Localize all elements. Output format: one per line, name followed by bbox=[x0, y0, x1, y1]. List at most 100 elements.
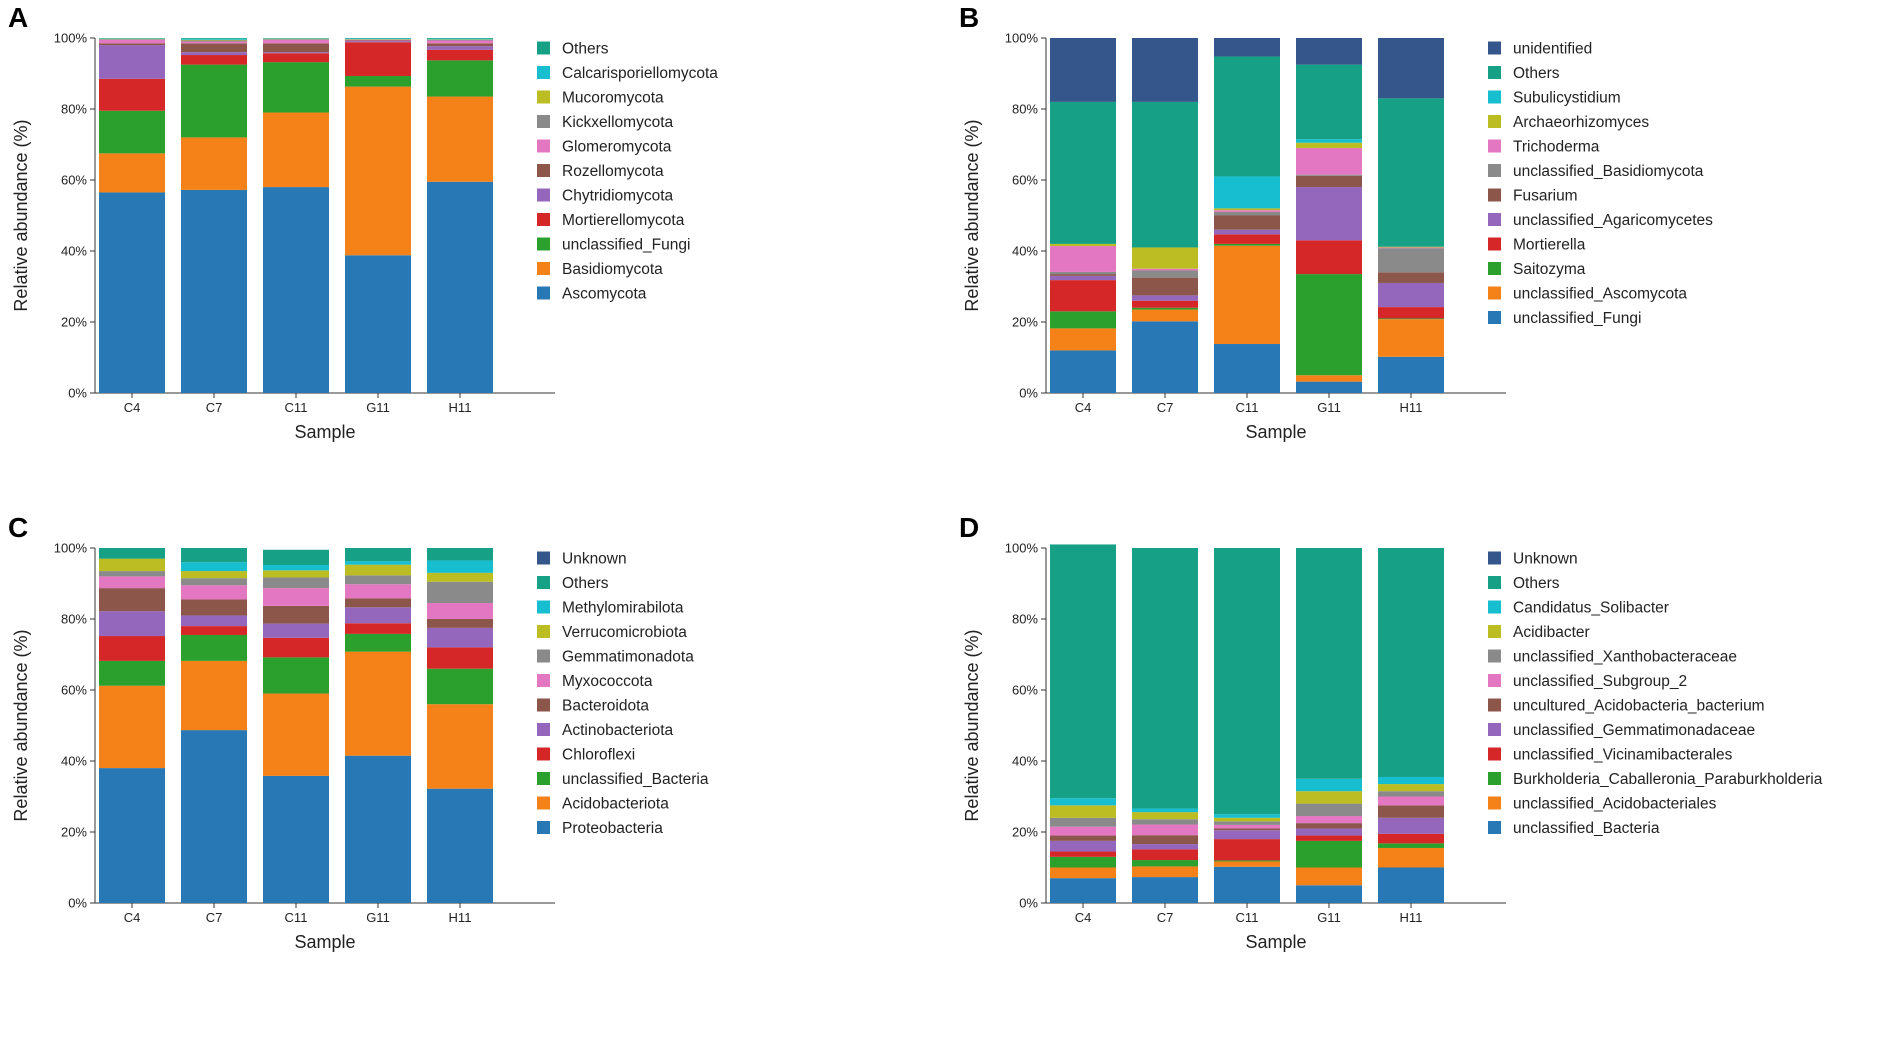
bar-segment-c11-mortierella bbox=[1214, 234, 1280, 244]
bar-segment-c4-unclassified-xanthobacteraceae bbox=[1050, 817, 1116, 827]
bar-segment-c11-others bbox=[1214, 56, 1280, 177]
bar-segment-c4-uncultured-acidobacteria-bacterium bbox=[1050, 835, 1116, 841]
bar-segment-c11-archaeorhizomyces bbox=[1214, 208, 1280, 211]
y-tick-label: 0% bbox=[1019, 896, 1038, 911]
bar-segment-c7-candidatus-solibacter bbox=[1132, 808, 1198, 813]
bar-segment-c11-unclassified-fungi bbox=[1214, 344, 1280, 393]
bar-segment-c4-gemmatimonadota bbox=[99, 571, 165, 577]
legend-item-myxococcota: Myxococcota bbox=[537, 673, 653, 690]
legend-label: Fusarium bbox=[1513, 188, 1578, 205]
legend-swatch bbox=[537, 237, 550, 251]
legend-swatch bbox=[537, 674, 550, 687]
legend-swatch bbox=[1488, 576, 1501, 589]
legend-label: unclassified_Agaricomycetes bbox=[1513, 212, 1713, 229]
bar-segment-h11-unclassified-gemmatimonadaceae bbox=[1378, 817, 1444, 834]
bar-segment-c11-burkholderia-caballeronia-paraburkholderia bbox=[1214, 860, 1280, 862]
legend-item-unclassified-fungi: unclassified_Fungi bbox=[1488, 310, 1641, 327]
legend-label: Mortierella bbox=[1513, 237, 1586, 254]
legend-label: unclassified_Subgroup_2 bbox=[1513, 673, 1687, 690]
legend-item-basidiomycota: Basidiomycota bbox=[537, 261, 663, 278]
bar-segment-c4-chloroflexi bbox=[99, 636, 165, 661]
bar-segment-c7-myxococcota bbox=[181, 585, 247, 600]
bar-segment-c4-mortierellomycota bbox=[99, 78, 165, 111]
y-tick-label: 80% bbox=[61, 102, 87, 117]
legend-swatch bbox=[537, 625, 550, 638]
bar-segment-c7-chytridiomycota bbox=[181, 52, 247, 56]
bar-segment-c11-bacteroidota bbox=[263, 605, 329, 624]
y-axis-title: Relative abundance (%) bbox=[962, 629, 982, 821]
legend-item-unclassified-bacteria: unclassified_Bacteria bbox=[537, 771, 709, 788]
legend-label: Trichoderma bbox=[1513, 139, 1600, 156]
legend-item-calcarisporiellomycota: Calcarisporiellomycota bbox=[537, 65, 718, 82]
bar-segment-c7-trichoderma bbox=[1132, 268, 1198, 271]
x-tick-label: G11 bbox=[366, 910, 390, 925]
y-tick-label: 100% bbox=[1005, 541, 1039, 556]
bar-segment-h11-unclassified-agaricomycetes bbox=[1378, 282, 1444, 308]
x-tick-label: H11 bbox=[449, 400, 472, 415]
bar-segment-c7-unclassified-subgroup-2 bbox=[1132, 824, 1198, 836]
bar-segment-c11-ascomycota bbox=[263, 187, 329, 393]
bar-segment-c7-bacteroidota bbox=[181, 599, 247, 616]
bar-segment-c4-candidatus-solibacter bbox=[1050, 798, 1116, 806]
x-tick-label: C4 bbox=[1075, 910, 1092, 925]
bar-segment-h11-acidibacter bbox=[1378, 784, 1444, 792]
bar-segment-g11-verrucomicrobiota bbox=[345, 564, 411, 576]
x-tick-label: H11 bbox=[449, 910, 472, 925]
bar-segment-g11-unclassified-vicinamibacterales bbox=[1296, 835, 1362, 841]
bar-segment-c11-methylomirabilota bbox=[263, 565, 329, 571]
legend-label: Mucoromycota bbox=[562, 90, 664, 107]
bar-segment-c4-others bbox=[99, 548, 165, 559]
y-tick-label: 100% bbox=[54, 541, 88, 556]
bar-segment-c7-others bbox=[1132, 548, 1198, 809]
bar-segment-h11-trichoderma bbox=[1378, 247, 1444, 249]
legend-swatch bbox=[1488, 286, 1501, 300]
bar-segment-g11-unclassified-bacteria bbox=[1296, 885, 1362, 903]
bar-segment-g11-rozellomycota bbox=[345, 40, 411, 42]
bar-segment-c11-unclassified-basidiomycota bbox=[1214, 211, 1280, 216]
bar-segment-g11-uncultured-acidobacteria-bacterium bbox=[1296, 823, 1362, 829]
bar-segment-c11-unclassified-bacteria bbox=[263, 657, 329, 694]
legend-swatch bbox=[537, 796, 550, 810]
bar-segment-c4-actinobacteriota bbox=[99, 611, 165, 637]
bar-segment-c11-glomeromycota bbox=[263, 39, 329, 44]
bar-segment-c7-mucoromycota bbox=[181, 39, 247, 41]
bar-segment-h11-acidobacteriota bbox=[427, 704, 493, 789]
bar-segment-c4-myxococcota bbox=[99, 576, 165, 589]
legend-label: unclassified_Acidobacteriales bbox=[1513, 796, 1717, 813]
legend-swatch bbox=[537, 188, 550, 202]
bar-segment-c7-burkholderia-caballeronia-paraburkholderia bbox=[1132, 860, 1198, 867]
bar-segment-c7-mortierella bbox=[1132, 300, 1198, 308]
bar-segment-c7-mortierellomycota bbox=[181, 55, 247, 65]
bar-segment-h11-verrucomicrobiota bbox=[427, 572, 493, 582]
bar-segment-h11-calcarisporiellomycota bbox=[427, 38, 493, 40]
legend-label: Verrucomicrobiota bbox=[562, 624, 687, 641]
legend-swatch bbox=[537, 772, 550, 785]
bar-segment-c11-others bbox=[263, 549, 329, 566]
legend-item-unclassified-fungi: unclassified_Fungi bbox=[537, 237, 690, 254]
legend-item-unclassified-ascomycota: unclassified_Ascomycota bbox=[1488, 286, 1687, 303]
legend-swatch bbox=[1488, 311, 1501, 324]
legend-swatch bbox=[537, 41, 550, 55]
legend-item-mortierellomycota: Mortierellomycota bbox=[537, 212, 685, 229]
bar-segment-c11-unclassified-subgroup-2 bbox=[1214, 824, 1280, 829]
bar-segment-c4-saitozyma bbox=[1050, 311, 1116, 329]
x-tick-label: C11 bbox=[285, 400, 308, 415]
bar-segment-c11-subulicystidium bbox=[1214, 176, 1280, 209]
legend-label: Archaeorhizomyces bbox=[1513, 114, 1649, 131]
x-tick-label: G11 bbox=[366, 400, 390, 415]
bar-segment-c4-others bbox=[1050, 544, 1116, 799]
bar-segment-c4-unclassified-fungi bbox=[1050, 350, 1116, 393]
legend-item-chloroflexi: Chloroflexi bbox=[537, 747, 635, 764]
chart-b: B 0% 20% 40% 60% 80% 100% C4 C7 C11 G11 H11 Sample Re… bbox=[959, 2, 1713, 442]
bar-segment-c4-unidentified bbox=[1050, 38, 1116, 102]
y-tick-label: 60% bbox=[61, 683, 87, 698]
bar-segment-g11-gemmatimonadota bbox=[345, 575, 411, 585]
x-tick-label: C11 bbox=[285, 910, 308, 925]
bar-segment-c4-acidibacter bbox=[1050, 805, 1116, 818]
legend-label: unclassified_Gemmatimonadaceae bbox=[1513, 722, 1755, 739]
legend-label: Unknown bbox=[562, 551, 627, 568]
bar-segment-c11-chloroflexi bbox=[263, 637, 329, 658]
bar-segment-c11-others bbox=[1214, 548, 1280, 815]
x-tick-label: C7 bbox=[206, 400, 223, 415]
